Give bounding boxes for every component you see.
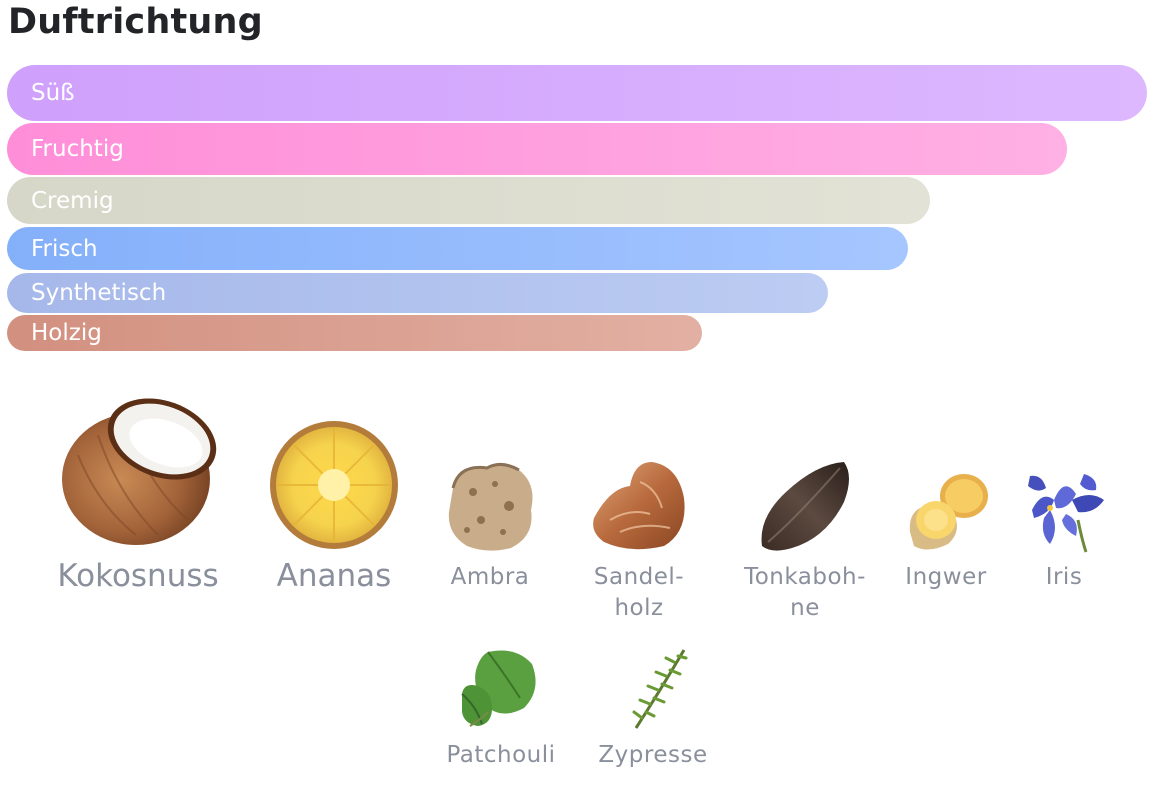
note-label: Tonkaboh- ne [744,564,866,622]
accord-label: Cremig [31,187,114,214]
accord-bar-fruchtig: Fruchtig [7,123,1067,175]
ginger-icon [909,474,988,550]
accord-label: Frisch [31,235,98,262]
note-label: Zypresse [598,742,708,768]
note-label: Ambra [450,564,530,590]
pineapple-icon [270,421,398,549]
accord-bar-synthetisch: Synthetisch [7,273,828,313]
note-label: Kokosnuss [57,558,219,594]
cypress-icon [632,649,688,729]
note-label: Patchouli [446,742,556,768]
accord-label: Fruchtig [31,136,124,162]
note-label: Sandel- holz [593,564,685,622]
page-title: Duftrichtung [8,2,263,42]
note-label: Iris [1045,564,1083,590]
accord-bar-cremig: Cremig [7,177,930,224]
iris-icon [1028,474,1104,553]
accord-label: Synthetisch [31,280,167,306]
sandalwood-icon [593,462,685,550]
note-label: Ananas [276,558,392,594]
tonka-bean-icon [761,462,849,551]
accord-bar-holzig: Holzig [7,315,702,351]
coconut-icon [62,398,217,545]
accord-label: Holzig [31,320,102,346]
note-label: Ingwer [905,564,987,590]
accord-bar-suess: Süß [7,65,1147,121]
ambra-icon [448,463,533,551]
accord-label: Süß [31,80,75,106]
patchouli-icon [461,650,536,727]
accord-bar-frisch: Frisch [7,227,908,270]
